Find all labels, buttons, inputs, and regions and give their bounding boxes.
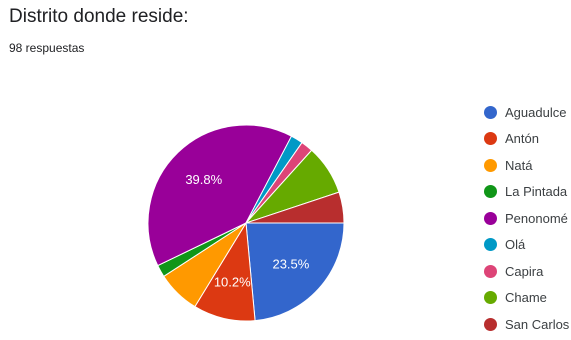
pie-slice-aguadulce[interactable] xyxy=(245,222,345,322)
legend-label: Aguadulce xyxy=(505,104,567,120)
legend-swatch xyxy=(484,317,497,331)
legend-label: Penonomé xyxy=(505,210,568,226)
legend-item-ola[interactable]: Olá xyxy=(484,232,569,259)
legend-label: Antón xyxy=(505,131,539,147)
legend-swatch xyxy=(484,185,497,199)
pie-slice-penonome[interactable] xyxy=(147,124,293,267)
response-count: 98 respuestas xyxy=(9,41,85,55)
legend-label: Natá xyxy=(505,157,533,173)
legend-label: Capira xyxy=(505,263,544,279)
slice-label-anton: 10.2% xyxy=(214,275,251,290)
legend-label: San Carlos xyxy=(505,316,570,332)
legend-item-aguadulce[interactable]: Aguadulce xyxy=(484,99,569,126)
chart-legend: Aguadulce Antón Natá La Pintada Penonomé Olá C… xyxy=(484,99,569,338)
legend-item-nata[interactable]: Natá xyxy=(484,152,569,179)
legend-swatch xyxy=(484,105,497,119)
legend-swatch xyxy=(484,238,497,252)
legend-swatch xyxy=(484,132,497,146)
legend-swatch xyxy=(484,158,497,172)
legend-item-chame[interactable]: Chame xyxy=(484,285,569,312)
legend-label: Chame xyxy=(505,290,547,306)
legend-item-capira[interactable]: Capira xyxy=(484,258,569,285)
legend-item-la-pintada[interactable]: La Pintada xyxy=(484,179,569,206)
legend-swatch xyxy=(484,291,497,305)
legend-item-anton[interactable]: Antón xyxy=(484,126,569,153)
slice-label-aguadulce: 23.5% xyxy=(272,256,309,271)
slice-label-penonome: 39.8% xyxy=(185,172,222,187)
legend-item-san-carlos[interactable]: San Carlos xyxy=(484,311,569,338)
legend-item-penonome[interactable]: Penonomé xyxy=(484,205,569,232)
chart-title: Distrito donde reside: xyxy=(9,6,189,27)
pie-slice-san-carlos[interactable] xyxy=(245,191,345,224)
legend-label: Olá xyxy=(505,237,526,253)
legend-swatch xyxy=(484,211,497,225)
legend-label: La Pintada xyxy=(505,184,568,200)
legend-swatch xyxy=(484,264,497,278)
